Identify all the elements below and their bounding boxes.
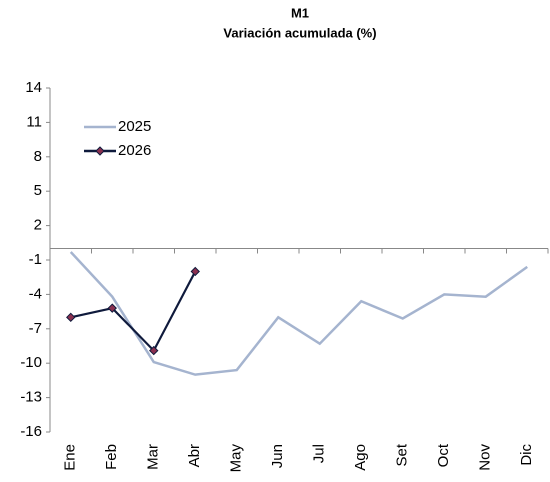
point-marker [190,266,200,277]
y-tick-label: -10 [20,354,42,371]
x-tick-label: May [228,444,245,473]
x-tick-label: Set [394,443,411,466]
series-line [70,270,197,353]
chart-subtitle: Variación acumulada (%) [223,25,376,40]
y-tick-label: 8 [34,148,42,165]
y-tick-label: 2 [34,217,42,234]
point-marker [149,345,159,356]
y-tick-label: -4 [29,285,42,302]
x-tick-label: Abr [186,444,203,467]
x-tick-label: Ago [352,444,369,471]
y-tick-label: -13 [20,389,42,406]
x-tick-label: Ene [62,444,79,471]
x-tick-label: Jun [269,444,286,468]
y-tick-label: -1 [29,251,42,268]
y-tick-label: 14 [25,79,42,96]
series-line [69,251,528,376]
x-tick-label: Dic [518,444,535,466]
chart-title: M1 [291,5,309,20]
y-tick-label: 11 [26,113,42,130]
point-marker [107,303,117,313]
legend-marker [95,146,105,156]
x-tick-label: Mar [145,444,162,470]
legend-label: 2026 [118,142,151,159]
x-tick-label: Oct [435,443,452,467]
y-tick-label: -7 [29,320,42,337]
y-tick-label: 5 [34,182,42,199]
x-tick-label: Jul [311,444,328,463]
x-tick-label: Feb [103,444,120,470]
x-tick-label: Nov [477,444,494,471]
point-marker [66,312,76,323]
legend-label: 2025 [118,118,151,135]
y-tick-label: -16 [20,423,42,440]
